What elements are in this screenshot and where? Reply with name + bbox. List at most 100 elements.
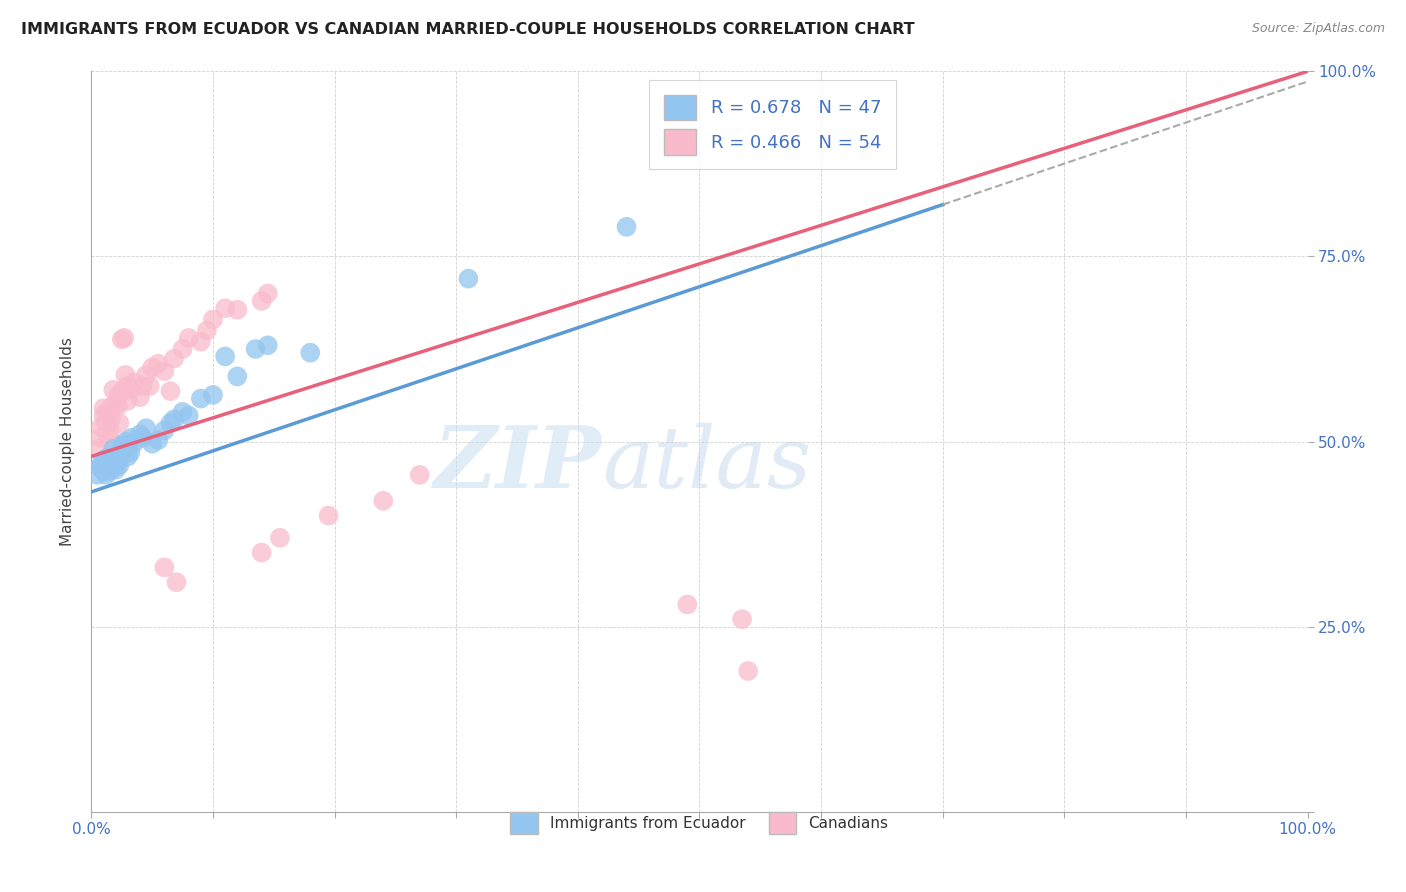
Point — [190, 392, 212, 406]
Point — [107, 399, 129, 413]
Point — [111, 332, 134, 346]
Point — [139, 379, 162, 393]
Point — [226, 369, 249, 384]
Point — [98, 424, 121, 438]
Text: IMMIGRANTS FROM ECUADOR VS CANADIAN MARRIED-COUPLE HOUSEHOLDS CORRELATION CHART: IMMIGRANTS FROM ECUADOR VS CANADIAN MARR… — [21, 22, 915, 37]
Point — [177, 409, 200, 423]
Point — [89, 431, 111, 445]
Point — [214, 301, 236, 316]
Point — [100, 412, 122, 426]
Point — [117, 393, 139, 408]
Point — [86, 467, 108, 482]
Point — [86, 442, 108, 456]
Point — [122, 436, 145, 450]
Point — [117, 379, 139, 393]
Point — [256, 338, 278, 352]
Point — [114, 434, 136, 449]
Point — [112, 331, 135, 345]
Point — [737, 664, 759, 678]
Point — [94, 467, 117, 482]
Point — [98, 405, 121, 419]
Point — [96, 427, 118, 442]
Point — [153, 364, 176, 378]
Point — [202, 388, 225, 402]
Point — [111, 444, 134, 458]
Point — [90, 419, 112, 434]
Point — [676, 598, 699, 612]
Point — [177, 331, 200, 345]
Point — [107, 455, 129, 469]
Point — [98, 464, 121, 478]
Point — [159, 384, 181, 399]
Point — [148, 357, 170, 371]
Point — [214, 350, 236, 364]
Text: ZIP: ZIP — [434, 422, 602, 506]
Point — [94, 416, 117, 430]
Point — [141, 436, 163, 450]
Point — [120, 383, 142, 397]
Point — [112, 442, 135, 456]
Point — [141, 360, 163, 375]
Point — [104, 463, 127, 477]
Point — [111, 384, 134, 399]
Point — [89, 460, 111, 475]
Point — [122, 376, 145, 390]
Point — [93, 401, 115, 416]
Point — [104, 451, 127, 466]
Point — [172, 405, 194, 419]
Point — [107, 389, 129, 403]
Point — [250, 293, 273, 308]
Point — [96, 450, 118, 465]
Point — [163, 351, 186, 366]
Point — [457, 271, 479, 285]
Point — [94, 457, 117, 471]
Point — [153, 560, 176, 574]
Point — [100, 458, 122, 473]
Y-axis label: Married-couple Households: Married-couple Households — [59, 337, 75, 546]
Point — [117, 438, 139, 452]
Point — [103, 383, 125, 397]
Legend: Immigrants from Ecuador, Canadians: Immigrants from Ecuador, Canadians — [499, 802, 900, 845]
Point — [163, 412, 186, 426]
Point — [131, 431, 153, 445]
Point — [616, 219, 638, 234]
Point — [104, 438, 127, 452]
Point — [101, 458, 124, 473]
Point — [103, 442, 125, 456]
Point — [131, 379, 153, 393]
Point — [195, 324, 218, 338]
Point — [172, 342, 194, 356]
Point — [93, 409, 115, 423]
Point — [731, 612, 754, 626]
Point — [121, 431, 143, 445]
Text: Source: ZipAtlas.com: Source: ZipAtlas.com — [1251, 22, 1385, 36]
Point — [245, 342, 267, 356]
Point — [108, 458, 131, 473]
Point — [135, 421, 157, 435]
Point — [159, 416, 181, 430]
Point — [93, 464, 115, 478]
Point — [153, 424, 176, 438]
Point — [409, 467, 432, 482]
Point — [202, 312, 225, 326]
Point — [190, 334, 212, 349]
Point — [373, 493, 395, 508]
Point — [269, 531, 291, 545]
Point — [111, 438, 134, 452]
Point — [98, 455, 121, 469]
Point — [166, 575, 188, 590]
Point — [250, 546, 273, 560]
Point — [148, 433, 170, 447]
Point — [107, 448, 129, 462]
Point — [299, 345, 322, 359]
Point — [90, 457, 112, 471]
Point — [93, 453, 115, 467]
Point — [114, 368, 136, 382]
Text: atlas: atlas — [602, 423, 811, 505]
Point — [226, 302, 249, 317]
Point — [129, 427, 152, 442]
Point — [318, 508, 340, 523]
Point — [117, 450, 139, 464]
Point — [129, 390, 152, 404]
Point — [108, 416, 131, 430]
